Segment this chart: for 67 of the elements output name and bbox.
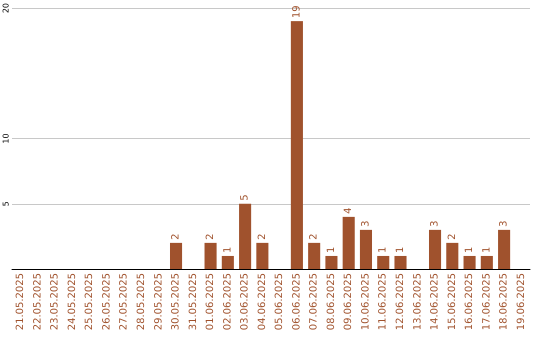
bar	[394, 256, 407, 269]
x-tick-label: 17.06.2025	[481, 273, 492, 330]
bar	[325, 256, 338, 269]
x-tick-label: 25.05.2025	[84, 273, 96, 330]
data-label: 2	[256, 234, 268, 240]
data-label: 3	[430, 220, 441, 227]
bar	[360, 230, 372, 269]
bar	[446, 242, 458, 269]
bar	[308, 242, 320, 269]
bar	[222, 256, 234, 269]
y-tick-label: 5	[2, 201, 10, 206]
x-tick-label: 23.05.2025	[50, 273, 61, 330]
x-tick-label: 03.06.2025	[240, 273, 251, 330]
x-tick-label: 27.05.2025	[118, 273, 130, 330]
x-tick-label: 02.06.2025	[222, 273, 234, 330]
y-tick-label: 10	[2, 133, 10, 144]
data-label: 1	[481, 246, 492, 253]
x-tick-label: 08.06.2025	[326, 273, 337, 330]
data-label: 1	[326, 246, 337, 253]
x-tick-label: 26.05.2025	[101, 273, 112, 330]
bar	[170, 242, 182, 269]
bar	[342, 216, 355, 269]
x-tick-label: 13.06.2025	[412, 273, 424, 330]
bar	[256, 242, 268, 269]
x-tick-label: 10.06.2025	[360, 273, 372, 330]
bar	[464, 256, 476, 269]
data-label: 2	[308, 234, 320, 240]
x-tick-label: 12.06.2025	[395, 273, 406, 330]
data-label: 2	[446, 234, 458, 240]
bar	[239, 204, 252, 269]
x-tick-label: 05.06.2025	[274, 273, 286, 330]
x-tick-label: 11.06.2025	[378, 273, 389, 330]
x-tick-label: 01.06.2025	[205, 273, 216, 330]
y-tick-label: 20	[2, 2, 10, 14]
x-tick-label: 16.06.2025	[464, 273, 476, 330]
x-tick-label: 22.05.2025	[32, 273, 44, 330]
data-label: 19	[291, 5, 302, 18]
bar	[290, 21, 303, 269]
data-label: 1	[395, 246, 406, 253]
x-tick-label: 28.05.2025	[136, 273, 147, 330]
x-tick-label: 14.06.2025	[430, 273, 441, 330]
data-label: 2	[170, 234, 182, 240]
data-label: 3	[498, 220, 510, 227]
data-label: 3	[360, 220, 372, 227]
x-tick-label: 04.06.2025	[256, 273, 268, 330]
data-label: 1	[222, 246, 234, 253]
bar	[498, 230, 510, 269]
x-tick-label: 24.05.2025	[66, 273, 78, 330]
x-tick-label: 19.06.2025	[516, 273, 527, 330]
bar	[428, 230, 442, 269]
data-label: 5	[240, 194, 251, 201]
x-tick-label: 31.05.2025	[188, 273, 199, 330]
data-label: 1	[378, 246, 389, 253]
x-tick-label: 07.06.2025	[308, 273, 320, 330]
x-tick-label: 06.06.2025	[291, 273, 302, 330]
x-tick-label: 18.06.2025	[498, 273, 510, 330]
data-label: 1	[464, 246, 476, 253]
x-tick-label: 15.06.2025	[446, 273, 458, 330]
data-label: 2	[205, 234, 216, 240]
bar	[377, 256, 390, 269]
x-tick-label: 21.05.2025	[15, 273, 26, 330]
x-tick-label: 30.05.2025	[170, 273, 182, 330]
data-label: 4	[343, 207, 354, 214]
x-tick-label: 29.05.2025	[153, 273, 164, 330]
bar	[204, 242, 217, 269]
x-tick-label: 09.06.2025	[343, 273, 354, 330]
bar	[480, 256, 493, 269]
